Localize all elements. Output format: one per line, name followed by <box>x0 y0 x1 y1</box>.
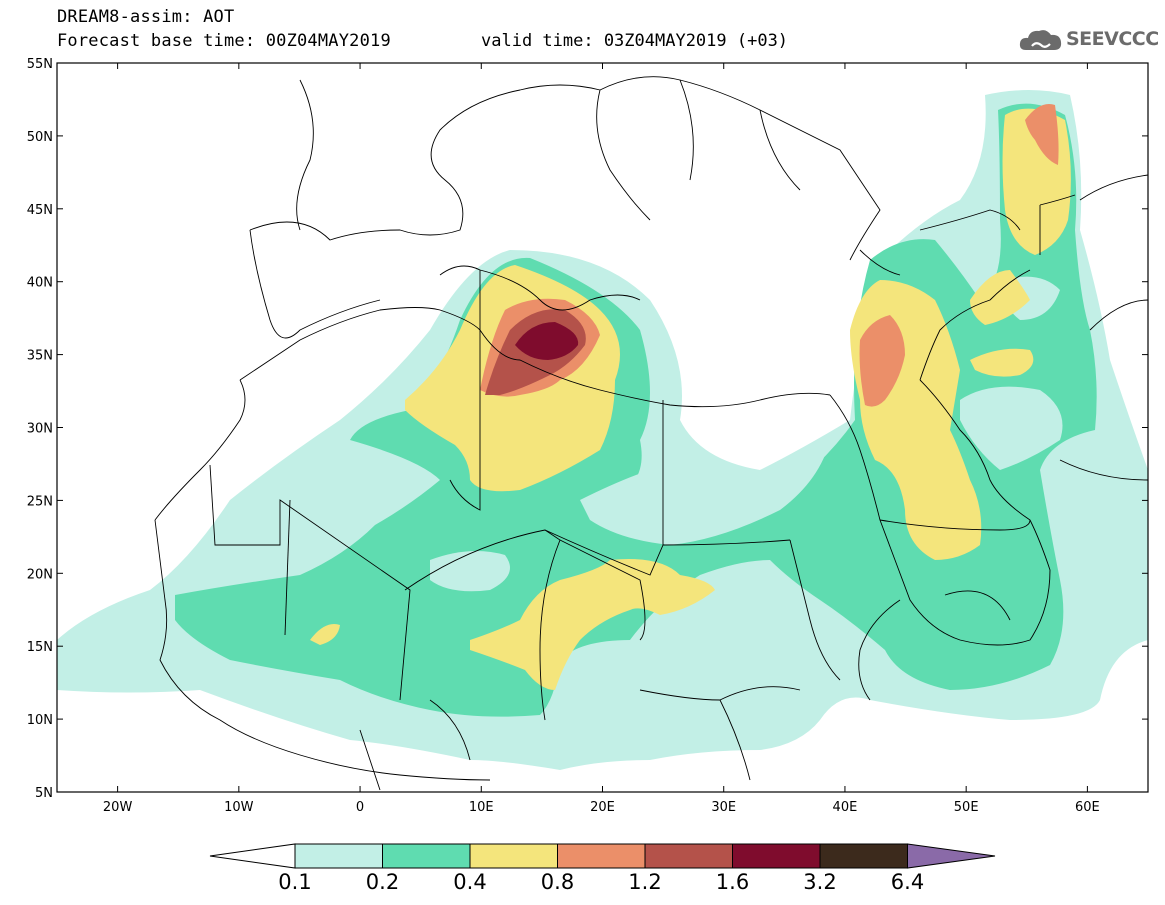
lat-label: 20N <box>27 567 53 582</box>
title-line-2: Forecast base time: 00Z04MAY2019 <box>57 31 391 51</box>
colorbar-label: 0.4 <box>453 870 487 894</box>
country-borders <box>154 76 1148 791</box>
lat-label: 45N <box>27 203 53 218</box>
lat-label: 5N <box>35 786 53 801</box>
colorbar-label: 0.2 <box>365 870 400 894</box>
lon-label: 10W <box>224 800 254 815</box>
lon-label: 50E <box>954 800 979 815</box>
cloud-icon <box>1019 30 1062 50</box>
colorbar-label: 0.8 <box>540 870 575 894</box>
colorbar-label: 0.1 <box>278 870 312 894</box>
lat-label: 25N <box>27 494 53 509</box>
longitude-ticks: 20W 10W 0 10E 20E 30E 40E 50E 60E <box>103 63 1100 815</box>
logo-text: SEEVCCC <box>1066 28 1159 50</box>
lat-label: 30N <box>27 422 53 437</box>
lon-label: 20E <box>590 800 615 815</box>
colorbar-segment <box>732 843 821 869</box>
lat-label: 15N <box>27 640 53 655</box>
colorbar-segment <box>557 843 646 869</box>
lat-label: 50N <box>27 130 53 145</box>
lon-label: 0 <box>356 800 364 815</box>
colorbar-segment <box>469 843 558 869</box>
colorbar-segment <box>382 843 471 869</box>
colorbar-label: 6.4 <box>890 870 925 894</box>
colorbar-segment <box>644 843 733 869</box>
lat-label: 10N <box>27 713 53 728</box>
colorbar-label: 3.2 <box>803 870 837 894</box>
colorbar <box>209 843 996 869</box>
lat-label: 40N <box>27 276 53 291</box>
lon-label: 30E <box>711 800 736 815</box>
valid-time: valid time: 03Z04MAY2019 (+03) <box>481 31 789 51</box>
colorbar-label: 1.6 <box>715 870 750 894</box>
colorbar-segment <box>294 843 383 869</box>
lon-label: 20W <box>103 800 133 815</box>
seevccc-logo: SEEVCCC <box>1018 24 1159 56</box>
colorbar-left-arrow <box>209 843 296 869</box>
colorbar-right-arrow <box>907 843 996 869</box>
colorbar-label: 1.2 <box>628 870 662 894</box>
lon-label: 40E <box>833 800 858 815</box>
title-line-1: DREAM8-assim: AOT <box>57 7 235 27</box>
lon-label: 60E <box>1075 800 1100 815</box>
lon-label: 10E <box>469 800 494 815</box>
colorbar-segment <box>819 843 908 869</box>
latitude-ticks: 55N 50N 45N 40N 35N 30N 25N 20N 15N 10N 5N <box>27 57 1148 801</box>
lat-label: 35N <box>27 349 53 364</box>
aot-layer-0.2 <box>175 103 1097 717</box>
aot-layer-1.6 <box>515 322 579 360</box>
lat-label: 55N <box>27 57 53 72</box>
